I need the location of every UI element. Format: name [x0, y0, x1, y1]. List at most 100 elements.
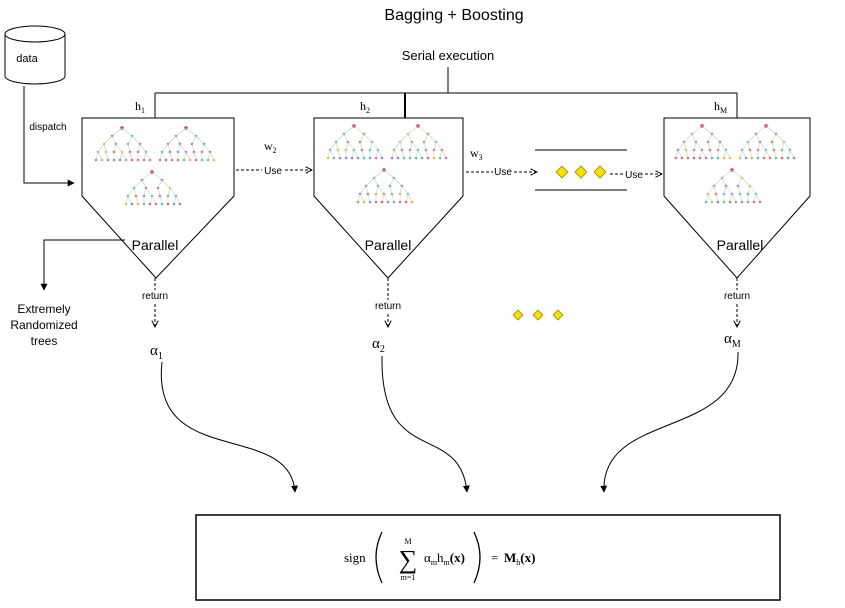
- serial-execution-label: Serial execution: [402, 48, 495, 63]
- tree-node: [427, 157, 430, 160]
- learner-2: Parallel: [314, 118, 463, 278]
- tree-node: [759, 201, 762, 204]
- tree-node: [375, 157, 378, 160]
- tree-node: [735, 201, 738, 204]
- tree-node: [793, 157, 796, 160]
- tree-node: [729, 157, 732, 160]
- tree-node: [711, 201, 714, 204]
- tree-node: [155, 203, 158, 206]
- tree-node: [95, 159, 98, 162]
- tree-node: [397, 157, 400, 160]
- tree-node: [207, 159, 210, 162]
- tree-node: [189, 159, 192, 162]
- tree-node: [445, 157, 448, 160]
- tree-node: [787, 157, 790, 160]
- tree-node: [699, 157, 702, 160]
- tree-node: [369, 201, 372, 204]
- return-m: return: [724, 278, 750, 327]
- tree-node: [201, 159, 204, 162]
- dispatch-label: dispatch: [29, 122, 66, 133]
- use-arrow-2: Use: [466, 167, 537, 178]
- tree-node: [119, 159, 122, 162]
- tree-node: [363, 201, 366, 204]
- tree-node: [391, 157, 394, 160]
- tree-node: [747, 201, 750, 204]
- tree-node: [171, 159, 174, 162]
- tree-node: [381, 157, 384, 160]
- tree-node: [745, 157, 748, 160]
- tree-node: [369, 157, 372, 160]
- middle-ellipsis: [513, 310, 563, 320]
- data-cylinder: data: [5, 26, 65, 84]
- tree-node: [775, 157, 778, 160]
- tree-node: [357, 201, 360, 204]
- tree-node: [143, 159, 146, 162]
- tree-node: [131, 159, 134, 162]
- tree-node: [739, 157, 742, 160]
- serial-bus: [155, 67, 737, 118]
- tree-node: [769, 157, 772, 160]
- tree-node: [411, 201, 414, 204]
- tree-node: [213, 159, 216, 162]
- return-label-m: return: [724, 291, 750, 302]
- tree-node: [433, 157, 436, 160]
- ert-label: Extremely Randomized trees: [10, 302, 77, 348]
- tree-node: [375, 201, 378, 204]
- tree-node: [113, 159, 116, 162]
- use-arrow-1: Use: [236, 166, 312, 177]
- tree-node: [757, 157, 760, 160]
- tree-node: [161, 203, 164, 206]
- ellipsis-diamond-3: [594, 166, 606, 178]
- tree-node: [723, 201, 726, 204]
- ellipsis-diamond-2: [575, 166, 587, 178]
- return-label-2: return: [375, 301, 401, 312]
- middle-diamond-1: [513, 310, 523, 320]
- tree-node: [125, 203, 128, 206]
- tree-node: [751, 157, 754, 160]
- w3-label: w3: [470, 146, 483, 162]
- tree-node: [363, 157, 366, 160]
- dispatch-arrow: [24, 86, 74, 183]
- hm-label: hM: [714, 99, 727, 115]
- tree-node: [403, 157, 406, 160]
- formula-equals: =: [491, 550, 498, 565]
- tree-node: [399, 201, 402, 204]
- learner-2-parallel-label: Parallel: [365, 237, 412, 253]
- tree-node: [717, 201, 720, 204]
- tree-node: [711, 157, 714, 160]
- tree-node: [183, 159, 186, 162]
- formula-sum-lower: m=1: [401, 573, 416, 582]
- tree-node: [137, 203, 140, 206]
- tree-node: [705, 157, 708, 160]
- h1-label: h1: [135, 99, 145, 115]
- learner-1-shape: [82, 118, 234, 278]
- tree-node: [167, 203, 170, 206]
- tree-node: [179, 203, 182, 206]
- tree-node: [333, 157, 336, 160]
- tree-node: [107, 159, 110, 162]
- tree-node: [131, 203, 134, 206]
- ert-line-3: trees: [31, 334, 58, 348]
- tree-node: [143, 203, 146, 206]
- ellipsis-diamond-1: [556, 166, 568, 178]
- data-label: data: [16, 53, 38, 65]
- tree-node: [327, 157, 330, 160]
- tree-node: [729, 201, 732, 204]
- curve-arrow-m: [604, 352, 738, 492]
- tree-node: [351, 157, 354, 160]
- alpha-1-label: α1: [150, 343, 163, 362]
- ert-line-1: Extremely: [17, 302, 70, 316]
- tree-node: [675, 157, 678, 160]
- tree-node: [781, 157, 784, 160]
- diagram-title: Bagging + Boosting: [384, 7, 523, 24]
- return-1: return: [142, 278, 168, 327]
- tree-node: [387, 201, 390, 204]
- middle-diamond-2: [533, 310, 543, 320]
- return-2: return: [375, 278, 401, 327]
- formula-result: Mh(x): [504, 550, 535, 567]
- learner-m-parallel-label: Parallel: [717, 237, 764, 253]
- tree-node: [405, 201, 408, 204]
- tree-node: [409, 157, 412, 160]
- middle-diamond-3: [553, 310, 563, 320]
- tree-node: [693, 157, 696, 160]
